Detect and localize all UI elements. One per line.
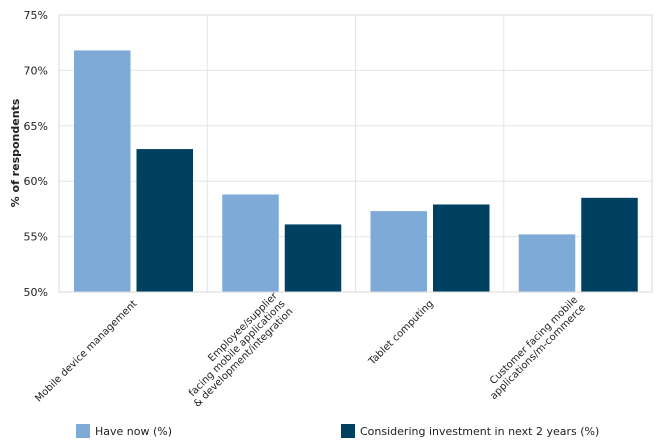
bar-considering-1[interactable]	[284, 224, 342, 292]
legend-item-have-now[interactable]: Have now (%)	[76, 424, 172, 438]
x-tick-label-line: applications/m-commerce	[488, 302, 588, 402]
x-tick-label: Mobile device management	[33, 298, 139, 404]
x-tick-label-line: Customer facing mobile	[488, 295, 580, 387]
y-tick-label: 60%	[24, 175, 48, 188]
x-tick-label-line: Mobile device management	[33, 298, 139, 404]
y-tick-label: 75%	[24, 9, 48, 22]
y-tick-label: 70%	[24, 64, 48, 77]
y-axis-ticks: 50% 55% 60% 65% 70% 75%	[24, 9, 48, 299]
bar-considering-0[interactable]	[136, 149, 194, 292]
plot-border	[58, 14, 653, 293]
y-axis-title: % of respondents	[9, 98, 22, 207]
x-tick-label: Customer facing mobileapplications/m-com…	[488, 295, 588, 402]
bar-have-now-0[interactable]	[74, 50, 131, 293]
bar-considering-2[interactable]	[433, 204, 490, 292]
legend-swatch-considering	[341, 424, 355, 438]
y-tick-label: 55%	[24, 231, 48, 244]
y-tick-label: 50%	[24, 286, 48, 299]
legend-item-considering[interactable]: Considering investment in next 2 years (…	[341, 424, 599, 438]
legend-swatch-have-now	[76, 424, 90, 438]
x-axis-category-labels: Mobile device management Employee/supplie…	[33, 290, 588, 410]
bar-have-now-1[interactable]	[222, 194, 279, 292]
bar-have-now-3[interactable]	[518, 234, 576, 292]
x-tick-label-line: facing mobile applications	[187, 298, 288, 399]
bars	[74, 50, 638, 293]
bar-have-now-2[interactable]	[370, 211, 428, 292]
bar-considering-3[interactable]	[581, 197, 638, 292]
y-tick-label: 65%	[24, 120, 48, 133]
x-tick-label-line: Tablet computing	[366, 298, 436, 368]
legend-label-have-now: Have now (%)	[95, 424, 173, 438]
legend-label-considering: Considering investment in next 2 years (…	[360, 424, 600, 438]
x-tick-label: Tablet computing	[366, 298, 436, 368]
